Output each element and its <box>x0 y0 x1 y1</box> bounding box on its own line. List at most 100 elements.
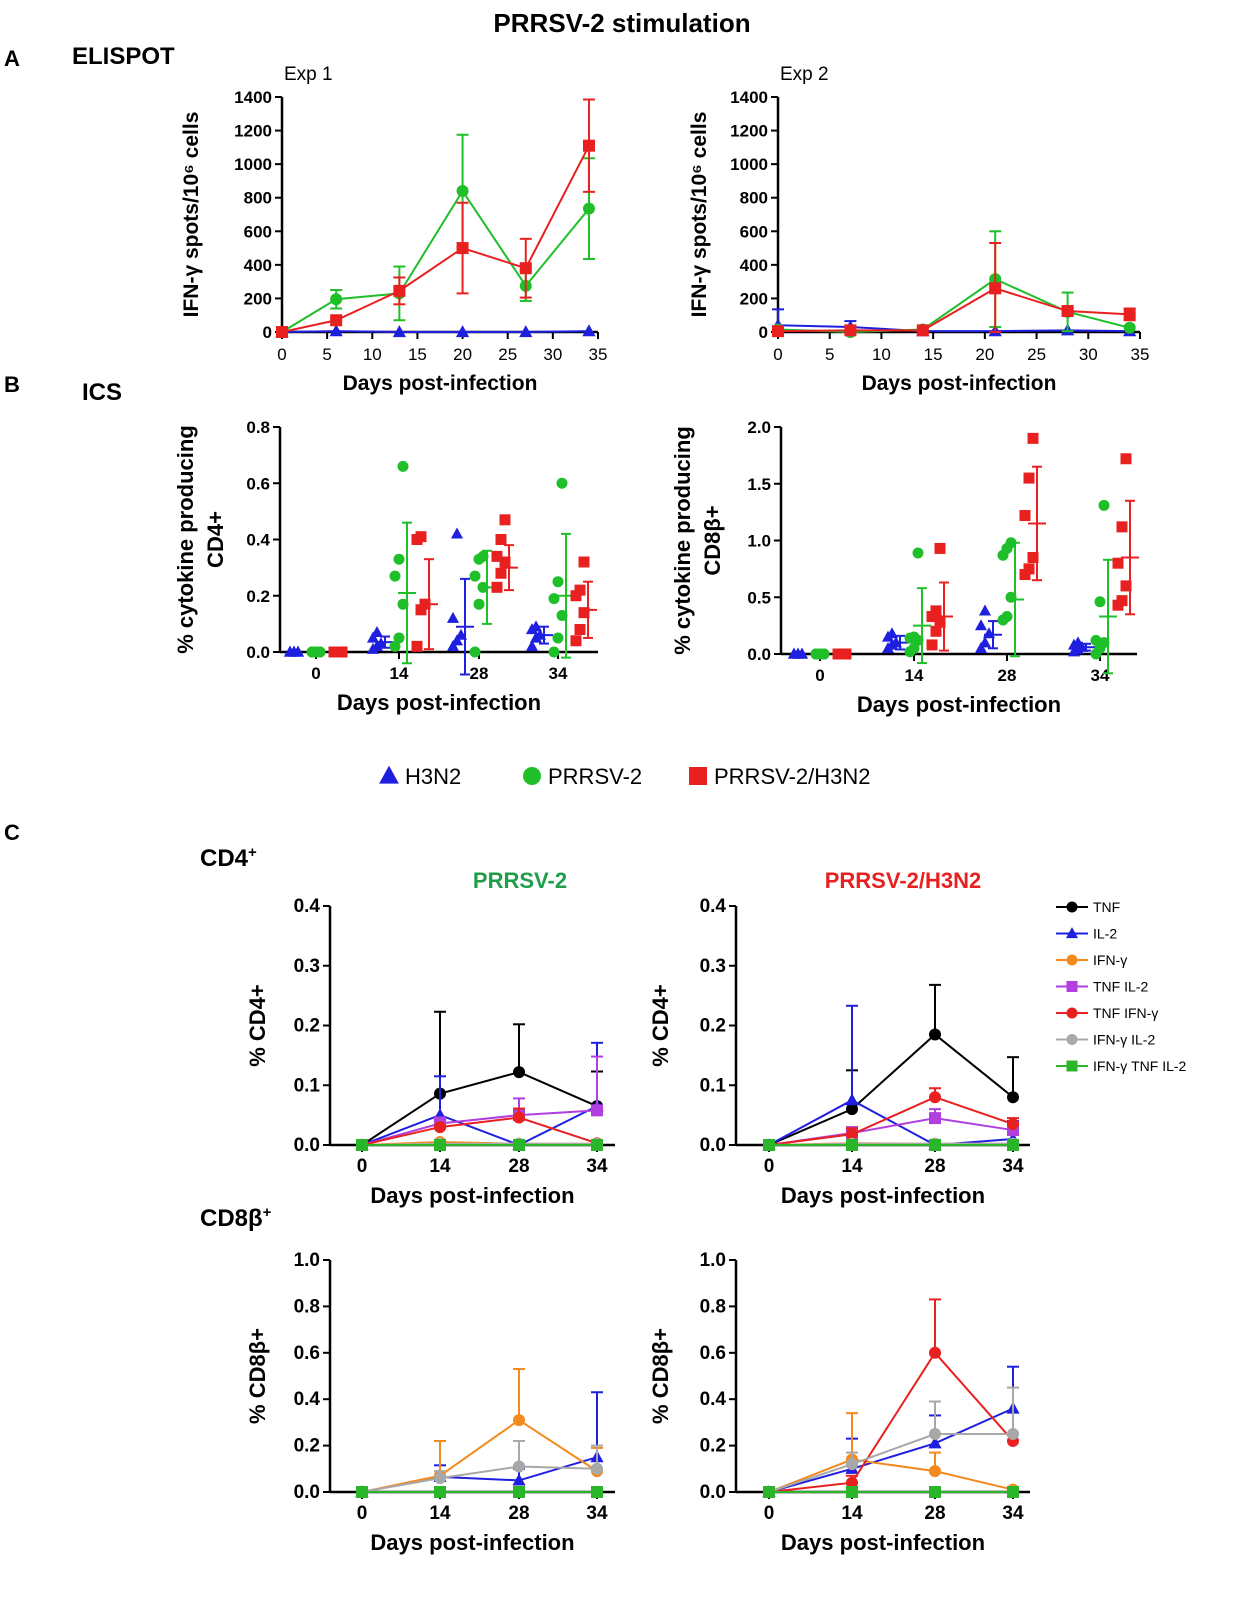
x-tick-label: 34 <box>586 1156 608 1177</box>
y-tick-label: 0.0 <box>294 1135 320 1156</box>
data-point-2-2-1 <box>495 567 507 579</box>
data-point-1-0-5 <box>818 648 830 660</box>
row-label-cd4: CD4+ <box>200 844 257 872</box>
series-line-1 <box>768 1099 1014 1147</box>
series-line-5 <box>768 1433 1013 1493</box>
figure-title: PRRSV-2 stimulation <box>493 8 750 38</box>
row-label-cd4-sup: + <box>248 844 257 861</box>
data-point-2-5 <box>1123 308 1136 321</box>
data-point-0-2-1 <box>978 636 992 648</box>
data-point-6-1 <box>434 1139 446 1151</box>
data-point-1-2 <box>512 1473 526 1486</box>
data-point-2-3-5 <box>578 556 590 568</box>
y-tick-label: 0 <box>759 323 768 342</box>
series-line-4 <box>768 1096 1014 1146</box>
series-line-5 <box>361 1465 598 1493</box>
y-tick-label: 1.0 <box>294 1250 320 1271</box>
chart-c3: 0.0 0.2 0.4 0.6 0.8 1.0 0 14 28 34 Days post-infec… <box>245 1250 615 1555</box>
data-point-0-3 <box>1007 1091 1019 1104</box>
y-tick-label: 0.4 <box>294 1389 321 1410</box>
y-tick-label: 400 <box>740 256 768 275</box>
data-point-2-2-0 <box>491 581 503 593</box>
y-tick-label: 0.2 <box>246 587 270 606</box>
data-point-5-2 <box>929 1428 941 1440</box>
x-tick-label: 10 <box>363 345 382 364</box>
x-tick-label: 14 <box>841 1503 863 1524</box>
y-tick-label: 0.6 <box>294 1343 320 1364</box>
cytokine-legend-label-5: IFN-γ IL-2 <box>1093 1032 1155 1048</box>
data-point-2-3-3 <box>570 590 582 602</box>
data-point-2-3-1 <box>1116 595 1128 607</box>
x-axis-label: Days post-infection <box>370 1183 574 1208</box>
data-point-0-1 <box>846 1103 858 1116</box>
cytokine-legend-marker-2 <box>1066 954 1078 966</box>
legend-marker-0 <box>379 765 399 784</box>
data-point-2-1-4 <box>930 605 942 617</box>
y-tick-label: 1400 <box>234 88 272 107</box>
data-point-1-1-3 <box>389 570 401 582</box>
data-point-0-2-3 <box>974 619 988 631</box>
data-point-4-1 <box>846 1476 858 1489</box>
series-line-4 <box>768 1351 1014 1493</box>
data-point-6-3 <box>591 1139 603 1151</box>
data-point-1-2 <box>928 1436 942 1449</box>
cytokine-legend-marker-1 <box>1065 927 1079 939</box>
y-tick-label: 200 <box>244 289 272 308</box>
data-point-0-5 <box>582 324 596 337</box>
legend-marker-1 <box>523 767 541 785</box>
data-point-6-2 <box>513 1486 525 1498</box>
cytokine-legend-item-4: TNF IFN-γ <box>1056 1005 1158 1021</box>
y-axis-label: IFN-γ spots/10⁶ cells <box>688 112 711 318</box>
legend-marker-2 <box>689 767 707 785</box>
y-tick-label: 0.4 <box>700 896 727 917</box>
data-point-2-3 <box>456 242 469 255</box>
y-tick-label: 0.6 <box>700 1343 726 1364</box>
data-point-1-3-4 <box>552 576 564 588</box>
data-point-2-3-2 <box>1120 580 1132 592</box>
x-axis-label: Days post-infection <box>337 690 541 715</box>
legend-item-1: PRRSV-2 <box>523 764 642 789</box>
x-axis-label: Days post-infection <box>781 1530 985 1555</box>
data-point-6-2 <box>929 1486 941 1498</box>
row-label-cd8-sup: + <box>263 1204 272 1221</box>
series-line-4 <box>361 1116 598 1146</box>
y-tick-label: 0.2 <box>700 1436 726 1457</box>
data-point-2-5 <box>582 139 595 152</box>
data-point-1-1-0 <box>389 640 401 652</box>
data-point-1-1-2 <box>397 598 409 610</box>
data-point-0-1-4 <box>370 625 384 637</box>
data-point-6-0 <box>356 1139 368 1151</box>
x-tick-label: 28 <box>924 1156 945 1177</box>
y-tick-label: 400 <box>244 256 272 275</box>
y-tick-label: 1200 <box>234 122 272 141</box>
y-tick-label: 0.2 <box>294 1436 320 1457</box>
x-tick-label: 34 <box>1002 1156 1024 1177</box>
data-point-2-2 <box>929 1465 941 1478</box>
data-point-6-0 <box>763 1486 775 1498</box>
x-tick-label: 28 <box>508 1156 529 1177</box>
series-line-2 <box>281 145 590 333</box>
x-tick-label: 35 <box>589 345 608 364</box>
y-tick-label: 0.8 <box>246 418 270 437</box>
y-tick-label: 2.0 <box>747 418 771 437</box>
data-point-2-3-0 <box>570 635 582 647</box>
data-point-2-2-3 <box>1019 510 1031 522</box>
x-tick-label: 34 <box>586 1503 608 1524</box>
y-axis-label: % CD8β+ <box>245 1328 270 1424</box>
series-line-0 <box>281 330 589 333</box>
y-tick-label: 0.0 <box>246 643 270 662</box>
data-point-1-3-4 <box>1094 596 1106 608</box>
data-point-6-1 <box>846 1139 858 1151</box>
cytokine-legend-label-2: IFN-γ <box>1093 952 1127 968</box>
data-point-1-2-0 <box>469 646 481 658</box>
x-tick-label: 14 <box>905 666 924 685</box>
y-tick-label: 0.5 <box>747 588 771 607</box>
y-tick-label: 0.2 <box>700 1016 726 1037</box>
y-axis-label-line1: % cytokine producing <box>173 425 198 654</box>
column-title-prrsv2-h3n2: PRRSV-2/H3N2 <box>825 868 982 893</box>
data-point-0-2-0 <box>974 642 988 653</box>
data-point-0-2 <box>929 1028 941 1041</box>
data-point-2-0 <box>772 325 784 338</box>
cytokine-legend-item-3: TNF IL-2 <box>1056 979 1148 995</box>
data-point-2-3 <box>989 282 1002 295</box>
